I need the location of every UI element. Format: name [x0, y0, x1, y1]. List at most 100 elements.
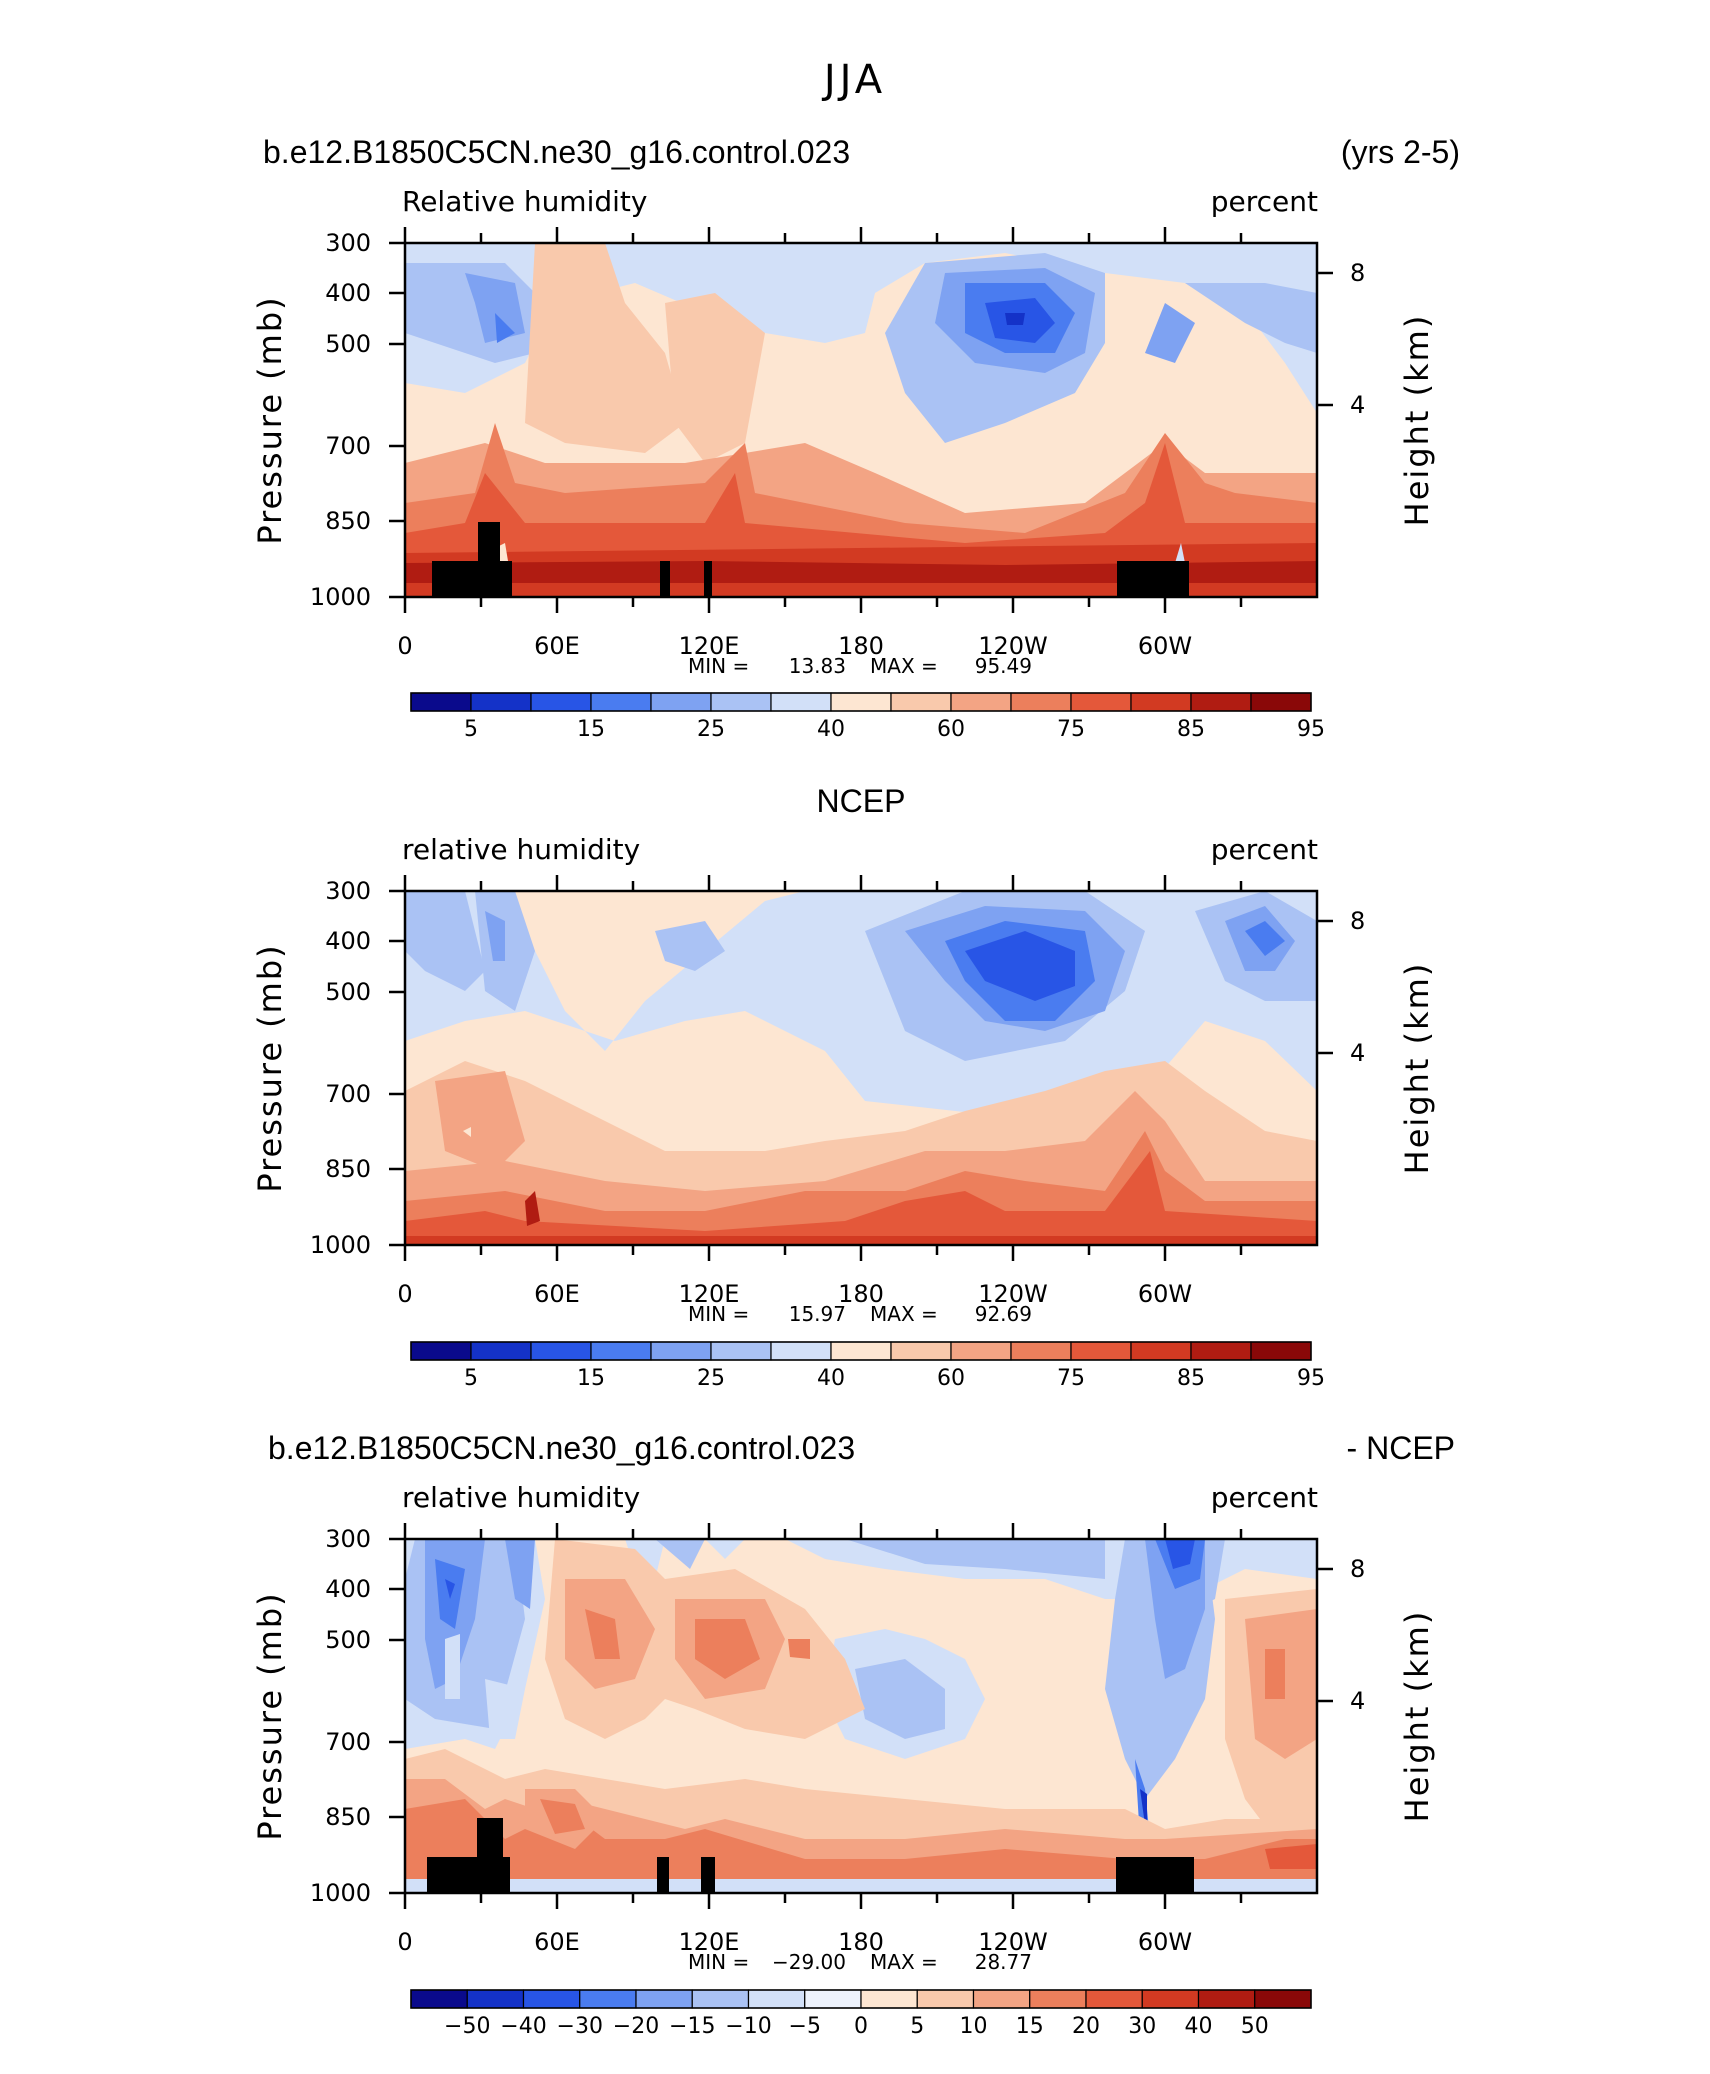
panel-3-y-tick: 300: [325, 1525, 371, 1553]
colorbar-swatch: [650, 692, 712, 712]
panel-3-min-value: −29.00: [772, 1950, 846, 1974]
colorbar-swatch: [770, 1341, 832, 1361]
colorbar-label: 75: [1057, 717, 1085, 742]
panel-2-x-tick: 120E: [679, 1280, 740, 1308]
colorbar-swatch: [470, 692, 532, 712]
panel-3-y-tick: 1000: [310, 1879, 371, 1907]
panel-1-header-right: (yrs 2-5): [1341, 134, 1460, 170]
colorbar-label: −50: [444, 2014, 490, 2039]
panel-1-header-left: b.e12.B1850C5CN.ne30_g16.control.023: [263, 134, 850, 170]
panel-2-height-tick: 8: [1350, 907, 1365, 935]
panel-3-title-right: percent: [1211, 1481, 1318, 1514]
colorbar-swatch: [747, 1989, 806, 2009]
colorbar-swatch: [1130, 692, 1192, 712]
colorbar-swatch: [691, 1989, 750, 2009]
panel-1-x-tick: 0: [397, 632, 412, 660]
colorbar-label: 25: [697, 1366, 725, 1391]
colorbar-swatch: [804, 1989, 862, 2009]
colorbar-label: 60: [937, 1366, 965, 1391]
colorbar-swatch: [1250, 1341, 1312, 1361]
colorbar-swatch: [579, 1989, 637, 2009]
colorbar-swatch: [830, 692, 892, 712]
colorbar-label: −5: [789, 2014, 821, 2039]
panel-3-x-tick: 60W: [1138, 1928, 1192, 1956]
panel-1-min-label: MIN =: [688, 654, 749, 678]
panel-3-x-tick: 0: [397, 1928, 412, 1956]
colorbar-label: 5: [910, 2014, 924, 2039]
colorbar-frame: [410, 1989, 1312, 2009]
panel-3-ticks: [389, 1523, 1333, 1909]
colorbar-swatch: [410, 692, 472, 712]
panel-1-min-value: 13.83: [789, 654, 846, 678]
panel-3-height-tick: 4: [1350, 1687, 1365, 1715]
panel-2-min-value: 15.97: [789, 1302, 846, 1326]
panel-3-x-tick: 120E: [679, 1928, 740, 1956]
panel-3-max-label: MAX =: [870, 1950, 938, 1974]
colorbar-swatch: [410, 1341, 472, 1361]
colorbar-label: 15: [577, 717, 605, 742]
colorbar-label: 5: [464, 1366, 478, 1391]
colorbar-swatch: [890, 1341, 952, 1361]
colorbar-label: 60: [937, 717, 965, 742]
colorbar-label: 75: [1057, 1366, 1085, 1391]
panel-1-height-tick: 4: [1350, 391, 1365, 419]
colorbar-label: 50: [1241, 2014, 1269, 2039]
panel-2-title-left: relative humidity: [402, 833, 640, 866]
panel-2-y-axis-label: Pressure (mb): [251, 943, 289, 1192]
panel-2-x-tick: 60E: [534, 1280, 580, 1308]
panel-3-y-tick: 500: [325, 1626, 371, 1654]
panel-2-field: [405, 891, 1317, 1245]
panel-2-x-tick: 180: [838, 1280, 884, 1308]
panel-2-header-center: NCEP: [817, 783, 906, 819]
panel-1-x-tick: 60W: [1138, 632, 1192, 660]
panel-2-x-tick: 0: [397, 1280, 412, 1308]
colorbar-swatch: [1070, 692, 1132, 712]
panel-2-min-label: MIN =: [688, 1302, 749, 1326]
colorbar-frame: [410, 1341, 1312, 1361]
colorbar-swatch: [522, 1989, 581, 2009]
panel-1-terrain-africa: [432, 561, 512, 597]
colorbar-label: 15: [577, 1366, 605, 1391]
panel-1-ticks: [389, 227, 1333, 613]
colorbar-swatch: [1250, 692, 1312, 712]
colorbar-swatch: [1010, 692, 1072, 712]
colorbar-swatch: [916, 1989, 975, 2009]
panel-2-y-tick: 400: [325, 927, 371, 955]
panel-3-header-right: - NCEP: [1347, 1430, 1455, 1466]
panel-3-height-tick: 8: [1350, 1555, 1365, 1583]
colorbar-swatch: [1141, 1989, 1200, 2009]
panel-1-max-value: 95.49: [975, 654, 1032, 678]
colorbar-label: 40: [1185, 2014, 1213, 2039]
panel-2-max-label: MAX =: [870, 1302, 938, 1326]
panel-2-title-right: percent: [1211, 833, 1318, 866]
colorbar-swatch: [1070, 1341, 1132, 1361]
colorbar-swatch: [1029, 1989, 1087, 2009]
colorbar-swatch: [830, 1341, 892, 1361]
colorbar-swatch: [1197, 1989, 1256, 2009]
panel-3-y-axis-label: Pressure (mb): [251, 1591, 289, 1840]
panel-2: NCEP relative humidity percent: [251, 783, 1436, 1391]
panel-3-y-tick: 400: [325, 1575, 371, 1603]
panel-3-max-value: 28.77: [975, 1950, 1032, 1974]
colorbar-swatch: [710, 692, 772, 712]
panel-1-y-axis-label: Pressure (mb): [251, 295, 289, 544]
panel-2-height-axis-label: Height (km): [1398, 962, 1436, 1175]
panel-3-min-label: MIN =: [688, 1950, 749, 1974]
colorbar-swatch: [1190, 1341, 1252, 1361]
panel-1-height-tick: 8: [1350, 259, 1365, 287]
colorbar-label: 25: [697, 717, 725, 742]
panel-1-terrain-sumatra: [660, 561, 670, 597]
panel-1-x-tick: 60E: [534, 632, 580, 660]
colorbar-swatch: [972, 1989, 1031, 2009]
panel-1-x-tick: 120W: [978, 632, 1048, 660]
panel-2-colorbar: 5 15 25 40 60 75 85 95: [410, 1341, 1325, 1391]
panel-1-max-label: MAX =: [870, 654, 938, 678]
panel-1-y-tick: 1000: [310, 583, 371, 611]
colorbar-label: 40: [817, 717, 845, 742]
colorbar-label: −15: [669, 2014, 715, 2039]
panel-3-y-tick: 850: [325, 1803, 371, 1831]
panel-3-x-tick: 120W: [978, 1928, 1048, 1956]
panel-3-colorbar: −50 −40 −30 −20 −15 −10 −5 0 5 10 15 20 30 40 50: [410, 1989, 1312, 2039]
panel-3-terrain-andes: [1116, 1857, 1194, 1893]
